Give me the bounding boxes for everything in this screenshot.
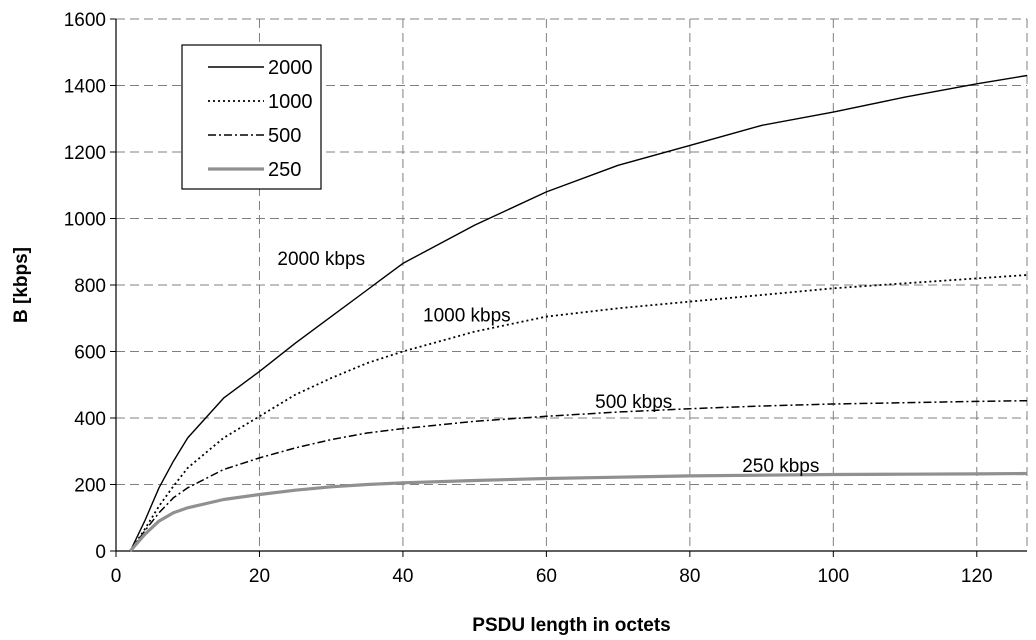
- annotation-1: 1000 kbps: [423, 306, 511, 327]
- y-tick-label-7: 1400: [64, 77, 106, 98]
- series-line-500: [129, 399, 1028, 552]
- series-lines: [129, 74, 1028, 553]
- gridlines: [116, 18, 1028, 551]
- annotation-0: 2000 kbps: [277, 249, 365, 270]
- x-tick-label-6: 120: [961, 566, 993, 587]
- series-line-1000: [129, 274, 1028, 552]
- annotation-2: 500 kbps: [595, 392, 672, 413]
- legend-box: [181, 44, 322, 190]
- y-tick-label-2: 400: [74, 409, 106, 430]
- axes: [110, 18, 1027, 557]
- x-tick-label-2: 40: [392, 566, 413, 587]
- x-axis-title: PSDU length in octets: [472, 615, 670, 636]
- y-tick-label-1: 200: [74, 476, 106, 497]
- x-tick-label-5: 100: [817, 566, 849, 587]
- x-tick-label-0: 0: [111, 566, 122, 587]
- legend-label-2000: 2000: [268, 57, 313, 79]
- y-axis-title: B [kbps]: [11, 247, 32, 323]
- y-tick-label-4: 800: [74, 276, 106, 297]
- y-tick-label-0: 0: [95, 542, 106, 563]
- x-tick-label-1: 20: [249, 566, 270, 587]
- legend-label-250: 250: [268, 159, 301, 181]
- x-tick-label-3: 60: [536, 566, 557, 587]
- y-tick-label-6: 1200: [64, 143, 106, 164]
- legend: 2000 1000 500 250: [181, 44, 322, 190]
- annotations: 2000 kbps 1000 kbps 500 kbps 250 kbps: [277, 249, 819, 477]
- annotation-3: 250 kbps: [742, 456, 819, 477]
- legend-label-1000: 1000: [268, 91, 313, 113]
- legend-label-500: 500: [268, 125, 301, 147]
- tick-labels: 0 200 400 600 800 1000 1200 1400 1600 0 20 40 60 80 10…: [64, 10, 993, 587]
- y-tick-label-5: 1000: [64, 210, 106, 231]
- x-tick-label-4: 80: [679, 566, 700, 587]
- series-line-250: [129, 471, 1028, 553]
- series-line-2000: [129, 74, 1028, 552]
- y-tick-label-3: 600: [74, 343, 106, 364]
- y-tick-label-8: 1600: [64, 10, 106, 31]
